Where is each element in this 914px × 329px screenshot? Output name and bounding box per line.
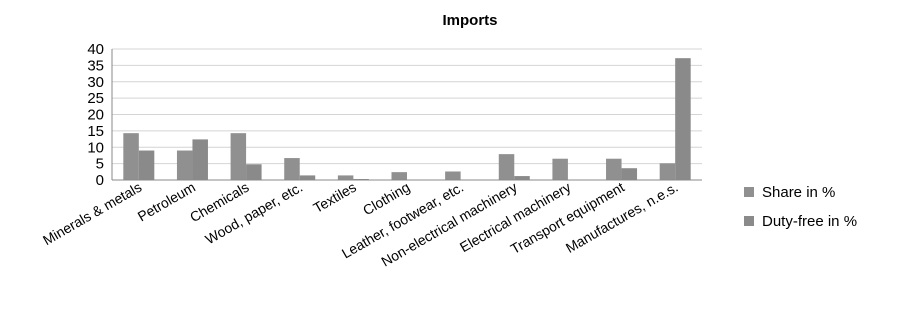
x-tick-label: Minerals & metals (40, 179, 144, 248)
legend-swatch (744, 187, 754, 197)
bar-duty-free (675, 58, 691, 180)
chart-title: Imports (442, 12, 497, 29)
bar-share (123, 133, 139, 180)
x-axis-labels: Minerals & metalsPetroleumChemicalsWood,… (40, 179, 681, 270)
bar-duty-free (621, 168, 638, 180)
bar-share (659, 163, 676, 180)
bar-share (337, 175, 354, 180)
bar-duty-free (246, 164, 262, 180)
bars (123, 58, 691, 180)
legend-label: Duty-free in % (762, 213, 857, 230)
y-tick-label: 5 (96, 156, 104, 173)
bar-share (445, 171, 461, 180)
bar-duty-free (299, 175, 316, 180)
x-tick-label: Textiles (310, 179, 358, 216)
y-tick-label: 35 (87, 57, 104, 74)
bar-duty-free (514, 176, 530, 180)
gridlines (112, 48, 702, 165)
bar-share (498, 154, 515, 180)
bar-share (552, 158, 568, 180)
axes (111, 49, 702, 181)
bar-share (230, 133, 247, 180)
x-tick-label: Petroleum (135, 179, 198, 225)
y-tick-label: 25 (87, 90, 104, 107)
bar-share (391, 172, 407, 180)
y-tick-label: 10 (87, 139, 104, 156)
bar-share (176, 150, 193, 180)
y-tick-label: 30 (87, 74, 104, 91)
bar-share (284, 158, 300, 180)
y-tick-label: 0 (96, 172, 104, 189)
bar-duty-free (192, 139, 208, 180)
legend-swatch (744, 216, 754, 226)
y-tick-label: 15 (87, 123, 104, 140)
y-tick-label: 40 (87, 41, 104, 58)
bar-share (606, 158, 622, 180)
x-tick-label: Wood, paper, etc. (202, 179, 305, 248)
legend-label: Share in % (762, 184, 835, 201)
legend: Share in % Duty-free in % (744, 184, 857, 230)
y-tick-label: 20 (87, 107, 104, 124)
bar-duty-free (138, 150, 155, 180)
